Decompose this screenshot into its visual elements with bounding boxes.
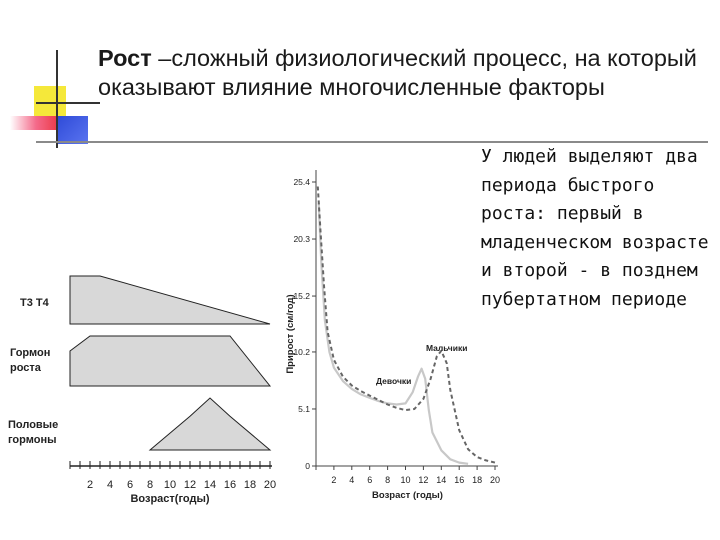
- hormone-x-tick-label: 6: [127, 479, 133, 491]
- hormone-area-1: [69, 275, 271, 325]
- hormone-label-1: Т3 Т4: [20, 297, 50, 309]
- title-divider: [36, 141, 708, 143]
- hormone-label-line: роста: [10, 362, 42, 374]
- growth-series-boys: [316, 186, 496, 464]
- hormone-label-line: Гормон: [10, 347, 50, 359]
- slide-title: Рост –сложный физиологический процесс, н…: [98, 44, 708, 102]
- side-description: У людей выделяют два периода быстрого ро…: [481, 146, 709, 310]
- hormone-label-2: Гормон роста: [10, 347, 50, 374]
- hormone-x-tick-label: 18: [244, 479, 256, 491]
- growth-x-tick-label: 18: [472, 475, 482, 485]
- growth-y-tick-label: 5.1: [298, 404, 310, 414]
- growth-y-axis-label: Прирост (см/год): [285, 294, 296, 373]
- title-bold-word: Рост: [98, 45, 152, 71]
- growth-x-tick-label: 12: [418, 475, 428, 485]
- growth-x-tick-label: 6: [367, 475, 372, 485]
- growth-x-tick-label: 10: [400, 475, 410, 485]
- hormone-label-line: Половые: [8, 419, 58, 431]
- growth-y-tick-label: 15.2: [293, 291, 310, 301]
- growth-y-tick-label: 25.4: [293, 177, 310, 187]
- growth-x-tick-label: 16: [454, 475, 464, 485]
- growth-x-tick-label: 14: [436, 475, 446, 485]
- hormone-x-tick-label: 14: [204, 479, 216, 491]
- growth-y-tick-label: 0: [305, 461, 310, 471]
- hormone-area-2: [69, 335, 272, 387]
- hormone-label-3: Половые гормоны: [8, 419, 58, 446]
- growth-x-tick-label: 8: [385, 475, 390, 485]
- accent-yellow-square: [34, 86, 66, 116]
- hormone-area-3: [148, 397, 272, 451]
- hormone-x-tick-label: 2: [87, 479, 93, 491]
- growth-x-tick-label: 4: [349, 475, 354, 485]
- growth-x-tick-label: 20: [490, 475, 500, 485]
- accent-blue-square: [58, 116, 88, 144]
- growth-x-axis-label: Возраст (годы): [372, 490, 443, 501]
- hormone-x-tick-label: 8: [147, 479, 153, 491]
- hormone-x-tick-label: 20: [264, 479, 276, 491]
- girls-annotation: Девочки: [376, 376, 411, 386]
- accent-vertical-line: [56, 50, 58, 148]
- accent-horizontal-line: [36, 102, 100, 104]
- hormone-x-tick-label: 4: [107, 479, 113, 491]
- growth-y-tick-label: 10.2: [293, 347, 310, 357]
- title-text: –сложный физиологический процесс, на кот…: [98, 45, 697, 100]
- boys-annotation: Мальчики: [426, 343, 467, 353]
- hormone-x-tick-label: 16: [224, 479, 236, 491]
- accent-red-block: [10, 116, 68, 130]
- growth-x-tick-label: 2: [331, 475, 336, 485]
- hormone-x-tick-label: 10: [164, 479, 176, 491]
- hormone-label-line: гормоны: [8, 434, 56, 446]
- growth-series-girls: [317, 203, 469, 465]
- hormone-x-axis-label: Возраст(годы): [130, 493, 209, 505]
- hormone-x-tick-label: 12: [184, 479, 196, 491]
- growth-y-tick-label: 20.3: [293, 234, 310, 244]
